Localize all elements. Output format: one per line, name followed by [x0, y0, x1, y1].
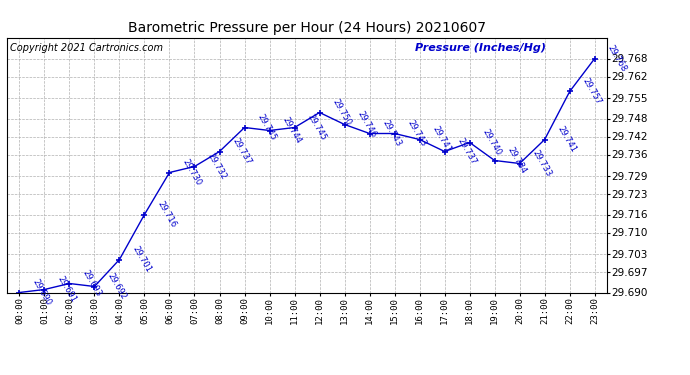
Text: 29.743: 29.743 — [381, 118, 403, 148]
Text: 29.716: 29.716 — [155, 200, 178, 230]
Text: 29.750: 29.750 — [331, 98, 353, 127]
Text: Copyright 2021 Cartronics.com: Copyright 2021 Cartronics.com — [10, 43, 163, 52]
Text: 29.740: 29.740 — [481, 128, 503, 157]
Text: 29.737: 29.737 — [230, 136, 253, 166]
Text: 29.692: 29.692 — [106, 272, 128, 301]
Text: 29.745: 29.745 — [255, 113, 278, 142]
Text: 29.701: 29.701 — [130, 245, 153, 274]
Text: 29.768: 29.768 — [606, 44, 628, 74]
Text: 29.737: 29.737 — [455, 136, 478, 166]
Text: 29.744: 29.744 — [281, 116, 303, 145]
Text: 29.690: 29.690 — [30, 278, 53, 307]
Text: 29.732: 29.732 — [206, 152, 228, 182]
Text: 29.746: 29.746 — [355, 110, 378, 140]
Text: 29.693: 29.693 — [81, 268, 103, 298]
Text: 29.730: 29.730 — [181, 158, 203, 188]
Text: 29.734: 29.734 — [506, 146, 528, 176]
Text: 29.733: 29.733 — [531, 148, 553, 178]
Text: 29.741: 29.741 — [555, 125, 578, 154]
Text: 29.741: 29.741 — [431, 125, 453, 154]
Text: 29.745: 29.745 — [306, 113, 328, 142]
Text: 29.757: 29.757 — [581, 76, 603, 106]
Text: Pressure (Inches/Hg): Pressure (Inches/Hg) — [415, 43, 546, 52]
Text: 29.691: 29.691 — [55, 275, 78, 304]
Text: 29.743: 29.743 — [406, 118, 428, 148]
Title: Barometric Pressure per Hour (24 Hours) 20210607: Barometric Pressure per Hour (24 Hours) … — [128, 21, 486, 35]
